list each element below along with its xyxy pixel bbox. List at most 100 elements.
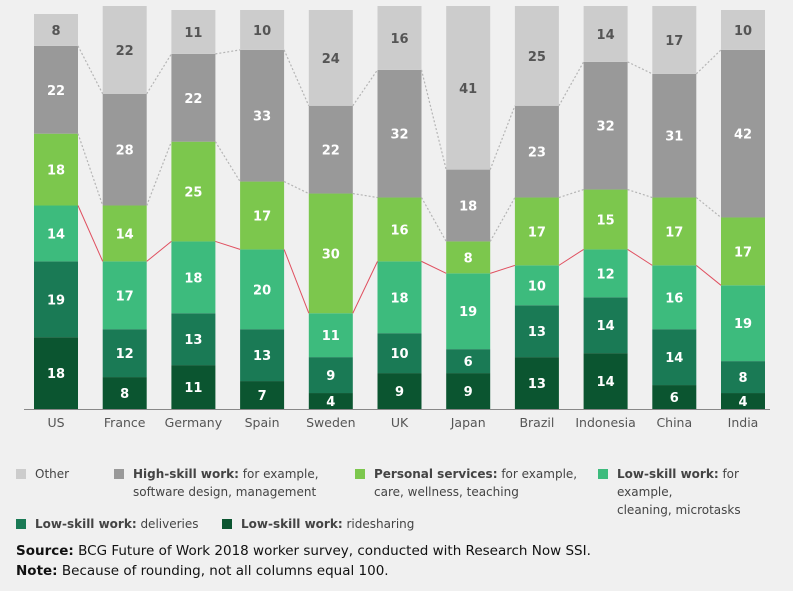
bar-japan-other — [446, 6, 491, 170]
bar-uk-low-skill-work-deliveries — [377, 333, 422, 374]
data-label-uk-low-skill-work-deliveries: 10 — [390, 347, 408, 362]
connector-3-4 — [283, 49, 310, 107]
bar-germany-other — [171, 10, 216, 54]
legend-item-low-skill-ridesharing: Low-skill work: ridesharing — [222, 515, 414, 533]
data-label-spain-low-skill-work-for-example-cleaning-microtasks: 20 — [253, 283, 271, 298]
bar-japan-low-skill-work-deliveries — [446, 349, 491, 374]
data-label-china-high-skill-work-for-example-software-design-management: 31 — [665, 130, 683, 145]
bar-france-other — [102, 6, 147, 94]
connector-lines — [77, 45, 722, 314]
data-label-indonesia-other: 14 — [597, 28, 615, 43]
data-label-us-low-skill-work-for-example-cleaning-microtasks: 14 — [47, 227, 65, 242]
connector-7-3 — [558, 188, 584, 199]
legend-item-personal-services: Personal services: for example, care, we… — [355, 465, 577, 501]
data-label-france-low-skill-work-ridesharing: 8 — [120, 387, 129, 402]
bar-china-other — [652, 6, 697, 74]
bar-china-high-skill-work-for-example-software-design-management — [652, 73, 697, 198]
source-text: BCG Future of Work 2018 worker survey, c… — [73, 543, 591, 559]
category-label-japan: Japan — [450, 415, 486, 430]
source-label: Source: — [16, 543, 74, 559]
bar-spain-low-skill-work-deliveries — [240, 329, 285, 382]
category-label-india: India — [728, 415, 759, 430]
bar-india-personal-services-for-example-care-wellness-teaching — [721, 217, 765, 286]
data-label-spain-personal-services-for-example-care-wellness-teaching: 17 — [253, 209, 271, 224]
data-label-uk-low-skill-work-for-example-cleaning-microtasks: 18 — [390, 291, 408, 306]
low-skill-boundary-line-0 — [77, 205, 104, 262]
low-skill-boundary-line-1 — [146, 241, 172, 262]
bar-sweden-low-skill-work-deliveries — [308, 357, 353, 394]
connector-0-4 — [77, 45, 104, 95]
data-label-india-low-skill-work-ridesharing: 4 — [738, 395, 747, 410]
connector-4-4 — [352, 69, 378, 107]
data-label-us-high-skill-work-for-example-software-design-management: 22 — [47, 84, 65, 99]
data-label-japan-low-skill-work-deliveries: 6 — [464, 355, 473, 370]
bars-group — [34, 6, 765, 409]
data-label-japan-low-skill-work-for-example-cleaning-microtasks: 19 — [459, 305, 477, 320]
bar-spain-low-skill-work-ridesharing — [240, 381, 285, 409]
connector-5-4 — [420, 69, 447, 170]
data-label-spain-low-skill-work-ridesharing: 7 — [258, 389, 267, 404]
bar-brazil-low-skill-work-for-example-cleaning-microtasks — [514, 265, 559, 306]
bar-france-low-skill-work-deliveries — [102, 329, 147, 378]
connector-7-4 — [558, 61, 585, 107]
category-label-uk: UK — [391, 415, 409, 430]
bar-uk-other — [377, 6, 422, 70]
bar-indonesia-personal-services-for-example-care-wellness-teaching — [583, 189, 628, 250]
data-label-japan-other: 41 — [459, 82, 477, 97]
data-label-france-low-skill-work-for-example-cleaning-microtasks: 17 — [116, 289, 134, 304]
bar-sweden-low-skill-work-ridesharing — [308, 393, 353, 409]
bar-india-high-skill-work-for-example-software-design-management — [721, 49, 765, 218]
connector-0-3 — [77, 133, 104, 206]
bar-uk-low-skill-work-ridesharing — [377, 373, 422, 409]
legend-swatch-low-skill-ridesharing — [222, 519, 232, 529]
data-label-germany-high-skill-work-for-example-software-design-management: 22 — [184, 92, 202, 107]
data-label-india-low-skill-work-for-example-cleaning-microtasks: 19 — [734, 317, 752, 332]
bar-japan-personal-services-for-example-care-wellness-teaching — [446, 241, 491, 274]
bar-us-low-skill-work-ridesharing — [34, 337, 78, 409]
data-label-brazil-low-skill-work-ridesharing: 13 — [528, 377, 546, 392]
bar-germany-high-skill-work-for-example-software-design-management — [171, 53, 216, 142]
bar-us-low-skill-work-for-example-cleaning-microtasks — [34, 205, 78, 262]
data-label-us-other: 8 — [51, 24, 60, 39]
bar-china-low-skill-work-ridesharing — [652, 385, 697, 409]
connector-2-4 — [215, 49, 241, 55]
bar-japan-high-skill-work-for-example-software-design-management — [446, 169, 491, 242]
legend-label-low-skill-cleaning: Low-skill work: — [617, 467, 719, 481]
bar-japan-low-skill-work-for-example-cleaning-microtasks — [446, 273, 491, 350]
bar-sweden-low-skill-work-for-example-cleaning-microtasks — [308, 313, 353, 358]
connector-8-4 — [627, 61, 653, 75]
bar-sweden-personal-services-for-example-care-wellness-teaching — [308, 193, 353, 314]
legend-swatch-low-skill-cleaning — [598, 469, 608, 479]
stacked-bar-chart: 18 19 14 18 22 8 8 12 17 14 28 22 11 13 18 25 22 11 7 13 20 1… — [24, 6, 770, 430]
rounding-note: Note: Because of rounding, not all colum… — [16, 563, 389, 579]
bar-uk-high-skill-work-for-example-software-design-management — [377, 69, 422, 198]
bar-france-low-skill-work-ridesharing — [102, 377, 147, 409]
data-label-japan-low-skill-work-ridesharing: 9 — [464, 385, 473, 400]
data-label-china-low-skill-work-for-example-cleaning-microtasks: 16 — [665, 291, 683, 306]
data-label-germany-low-skill-work-for-example-cleaning-microtasks: 18 — [184, 271, 202, 286]
data-label-uk-high-skill-work-for-example-software-design-management: 32 — [390, 128, 408, 143]
bar-brazil-high-skill-work-for-example-software-design-management — [514, 105, 559, 198]
data-label-germany-other: 11 — [184, 26, 202, 41]
bar-indonesia-other — [583, 6, 628, 62]
bar-uk-personal-services-for-example-care-wellness-teaching — [377, 197, 422, 262]
category-label-brazil: Brazil — [519, 415, 554, 430]
low-skill-boundary-line-4 — [352, 261, 378, 314]
data-label-france-low-skill-work-deliveries: 12 — [116, 347, 134, 362]
category-label-germany: Germany — [165, 415, 223, 430]
connector-9-4 — [695, 49, 722, 75]
category-label-spain: Spain — [245, 415, 280, 430]
bar-germany-low-skill-work-deliveries — [171, 313, 216, 366]
legend-desc-high-skill: for example, — [238, 467, 319, 481]
bar-germany-low-skill-work-ridesharing — [171, 365, 216, 409]
data-label-france-personal-services-for-example-care-wellness-teaching: 14 — [116, 227, 134, 242]
legend-desc-low-skill-cleaning: for example, — [617, 467, 739, 499]
bar-india-low-skill-work-ridesharing — [721, 393, 765, 409]
data-label-sweden-low-skill-work-ridesharing: 4 — [326, 395, 335, 410]
bar-spain-low-skill-work-for-example-cleaning-microtasks — [240, 249, 285, 330]
data-label-indonesia-low-skill-work-deliveries: 14 — [597, 319, 615, 334]
legend-label-low-skill-deliveries: Low-skill work: — [35, 517, 137, 531]
category-label-china: China — [656, 415, 692, 430]
bar-germany-personal-services-for-example-care-wellness-teaching — [171, 141, 216, 242]
connector-5-3 — [420, 197, 447, 242]
